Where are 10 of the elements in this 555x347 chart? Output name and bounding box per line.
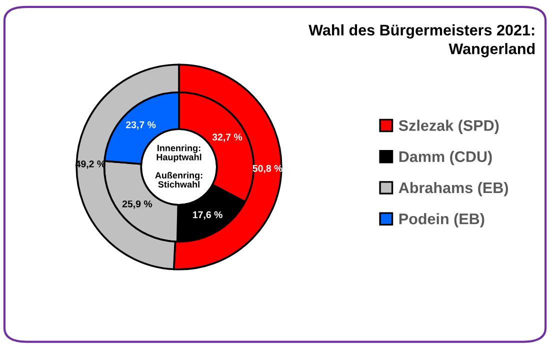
chart-title: Wahl des Bürgermeisters 2021: Wangerland: [308, 24, 535, 58]
data-label: 23,7 %: [126, 121, 156, 130]
legend-label: Damm (CDU): [399, 150, 492, 166]
data-label: 17,6 %: [193, 211, 222, 220]
legend-label: Szlezak (SPD): [398, 120, 499, 134]
legend-label: Abrahams (EB): [398, 182, 508, 196]
data-label: 32,7 %: [212, 134, 242, 142]
legend-label: Podein (EB): [399, 213, 484, 228]
text: Innenring: Hauptwahl Außenring: Stichwahl: [155, 144, 202, 188]
data-label: 25,9 %: [122, 200, 152, 209]
